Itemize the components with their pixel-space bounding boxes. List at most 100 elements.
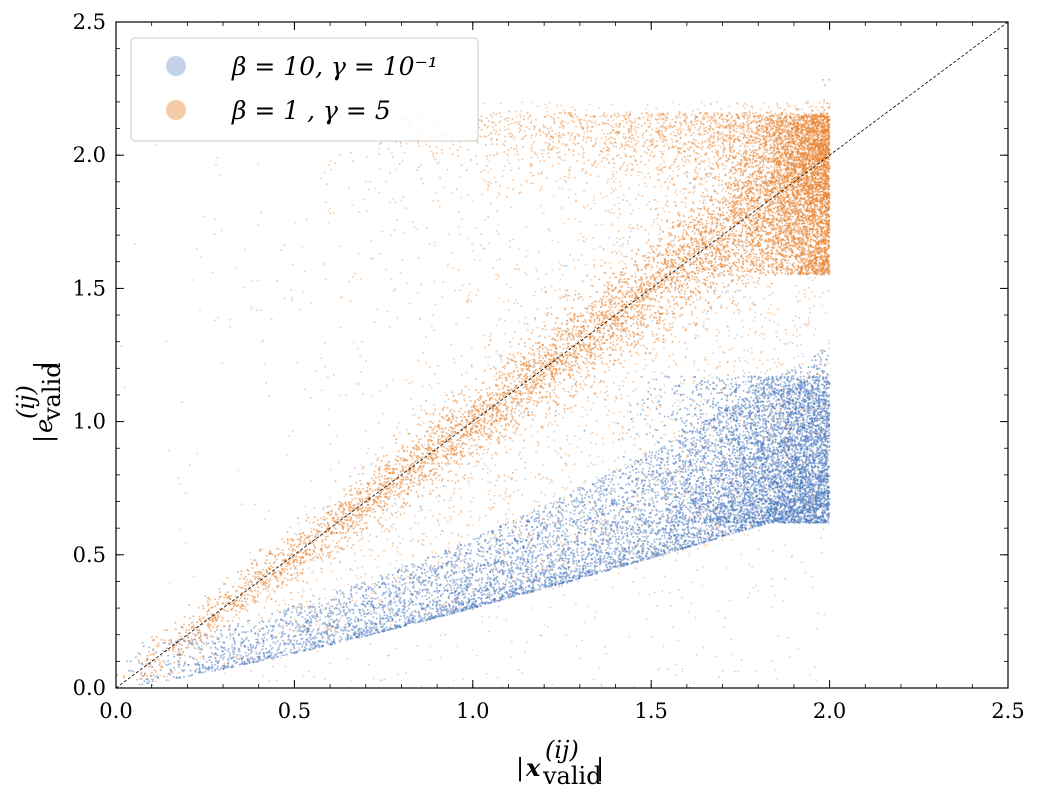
series-2-point xyxy=(660,238,663,240)
series-2-point xyxy=(600,137,603,140)
series-2-point xyxy=(705,358,708,361)
series-2-point xyxy=(640,404,643,407)
series-2-point xyxy=(692,151,695,154)
series-2-point xyxy=(318,624,321,627)
series-2-point xyxy=(303,388,306,391)
series-2-point xyxy=(390,493,392,496)
series-2-point xyxy=(199,308,201,311)
series-2-point xyxy=(828,102,831,105)
series-2-point xyxy=(581,321,584,323)
series-2-point xyxy=(747,334,750,337)
series-2-point xyxy=(575,333,577,336)
series-2-point xyxy=(669,252,672,254)
series-2-point xyxy=(496,399,499,402)
series-2-point xyxy=(675,188,678,191)
series-2-point xyxy=(467,534,470,537)
series-2-point xyxy=(420,163,422,166)
series-2-point xyxy=(768,246,771,249)
series-2-point xyxy=(400,490,403,492)
series-2-point xyxy=(704,235,707,238)
series-2-point xyxy=(553,328,556,331)
series-2-point xyxy=(541,427,544,430)
series-2-point xyxy=(543,320,545,323)
series-2-point xyxy=(645,112,648,114)
series-2-point xyxy=(635,363,638,365)
series-2-point xyxy=(504,445,507,448)
series-2-point xyxy=(567,346,570,349)
series-2-point xyxy=(583,207,586,209)
series-2-point xyxy=(707,165,710,168)
series-2-point xyxy=(353,531,356,534)
series-2-point xyxy=(650,330,653,333)
series-2-point xyxy=(743,533,746,536)
series-2-point xyxy=(504,492,507,495)
series-2-point xyxy=(672,312,675,315)
series-2-point xyxy=(794,108,797,110)
series-2-point xyxy=(706,288,708,291)
series-2-point xyxy=(378,599,381,602)
series-2-point xyxy=(656,168,659,171)
series-2-point xyxy=(383,529,386,532)
series-2-point xyxy=(221,229,223,232)
series-2-point xyxy=(585,238,588,241)
series-2-point xyxy=(403,512,406,515)
series-2-point xyxy=(640,331,643,334)
series-2-point xyxy=(470,476,472,479)
series-2-point xyxy=(520,405,523,408)
series-2-point xyxy=(390,512,392,515)
series-2-point xyxy=(718,295,721,298)
series-2-point xyxy=(711,213,714,216)
series-2-point xyxy=(728,330,731,332)
series-2-point xyxy=(575,200,577,203)
series-2-point xyxy=(471,524,474,527)
series-2-point xyxy=(745,176,747,179)
series-2-point xyxy=(760,371,762,374)
series-2-point xyxy=(159,674,162,677)
series-2-point xyxy=(385,384,388,387)
series-2-point xyxy=(666,199,669,202)
series-2-point xyxy=(630,134,633,137)
series-2-point xyxy=(587,350,590,353)
series-2-point xyxy=(692,185,695,188)
series-2-point xyxy=(483,432,486,435)
series-2-point xyxy=(750,205,753,208)
series-2-point xyxy=(736,102,739,105)
series-2-point xyxy=(763,101,766,104)
series-2-point xyxy=(548,421,551,424)
series-2-point xyxy=(650,358,653,361)
series-2-point xyxy=(453,460,456,463)
series-2-point xyxy=(304,537,307,540)
series-2-point xyxy=(717,176,720,179)
series-2-point xyxy=(738,261,741,264)
series-2-point xyxy=(689,209,692,212)
series-2-point xyxy=(620,397,623,400)
series-2-point xyxy=(403,449,406,452)
series-2-point xyxy=(417,257,420,260)
series-2-point xyxy=(326,376,329,378)
series-2-point xyxy=(506,409,509,412)
series-2-point xyxy=(530,101,533,104)
series-2-point xyxy=(449,496,452,499)
series-2-point xyxy=(476,398,479,401)
series-2-point xyxy=(466,300,469,302)
series-2-point xyxy=(540,491,543,494)
series-2-point xyxy=(426,564,428,567)
series-2-point xyxy=(724,134,727,137)
series-2-point xyxy=(518,454,521,457)
series-2-point xyxy=(486,451,489,454)
series-2-point xyxy=(574,266,577,269)
series-2-point xyxy=(589,534,592,537)
series-2-point xyxy=(703,369,706,372)
series-2-point xyxy=(425,361,428,364)
series-2-point xyxy=(794,324,796,327)
series-2-point xyxy=(606,288,609,290)
series-2-point xyxy=(618,528,621,531)
series-2-point xyxy=(659,244,662,247)
series-2-point xyxy=(192,575,195,578)
series-2-point xyxy=(458,570,461,573)
series-2-point xyxy=(429,478,432,481)
series-2-point xyxy=(784,157,786,160)
series-2-point xyxy=(574,109,577,112)
series-2-point xyxy=(593,275,596,278)
series-2-point xyxy=(519,565,522,567)
